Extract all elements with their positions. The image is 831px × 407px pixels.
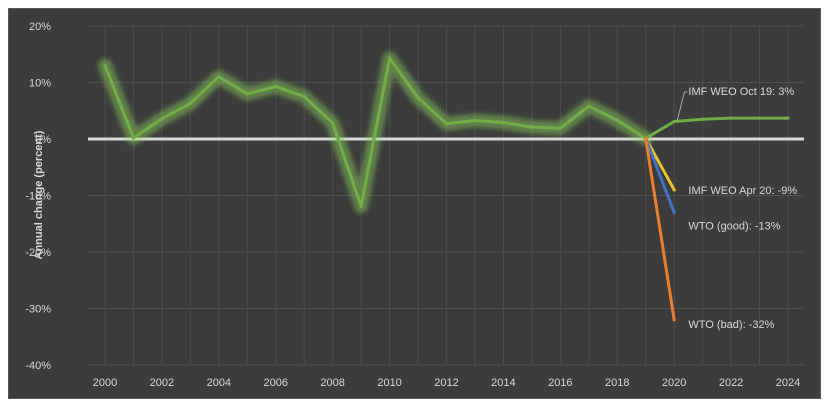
series-line [644, 116, 790, 140]
data-point [644, 136, 648, 141]
x-tick-label: 2016 [548, 377, 572, 389]
y-tick-label: -40% [25, 360, 51, 372]
x-tick-label: 2004 [207, 377, 231, 389]
x-tick-label: 2002 [150, 377, 174, 389]
data-point [672, 119, 676, 124]
data-point [672, 318, 676, 322]
data-point [359, 204, 363, 208]
data-point [729, 116, 733, 120]
x-tick-label: 2008 [320, 377, 344, 389]
series-line [644, 136, 676, 322]
x-tick-label: 2018 [605, 377, 629, 389]
annotation-connector [676, 91, 688, 122]
x-tick-label: 2000 [93, 377, 117, 389]
annotations: IMF WEO Oct 19: 3% IMF WEO Apr 20: -9% WTO… [676, 86, 797, 331]
data-point [188, 101, 192, 106]
data-point [786, 116, 790, 120]
data-point [615, 118, 619, 122]
x-tick-label: 2020 [662, 377, 686, 389]
gridlines [88, 25, 804, 366]
x-tick-label: 2024 [776, 377, 800, 389]
data-point [302, 95, 306, 99]
series-line [103, 56, 648, 208]
data-point [416, 96, 420, 100]
series-line [644, 136, 676, 214]
y-tick-label: 0% [35, 134, 51, 146]
data-point [530, 125, 534, 129]
data-point [274, 84, 278, 89]
annotation-wto-bad: WTO (bad): -32% [688, 319, 774, 331]
series-group [98, 51, 790, 322]
series-3 [644, 136, 676, 215]
y-axis-label: Annual change (percent) [33, 130, 45, 259]
series-0 [98, 51, 653, 214]
chart-frame: IMF WEO Oct 19: 3% IMF WEO Apr 20: -9% WTO… [8, 8, 821, 399]
data-point [131, 136, 136, 140]
y-tick-label: -10% [25, 191, 51, 203]
tick-labels: 20% 10% 0% -10% -20% -30% -40% 2000 2002 2004 2006… [25, 21, 800, 389]
x-tick-label: 2022 [719, 377, 743, 389]
y-tick-label: -20% [25, 247, 51, 259]
y-tick-label: -30% [25, 304, 51, 316]
data-point [103, 63, 107, 68]
series-4 [644, 136, 676, 322]
annotation-imf-apr20: IMF WEO Apr 20: -9% [688, 185, 797, 197]
annotation-wto-good: WTO (good): -13% [688, 220, 780, 232]
data-point [672, 188, 676, 192]
data-point [387, 56, 392, 60]
data-point [587, 104, 591, 108]
data-point [757, 116, 762, 120]
data-point [672, 210, 676, 215]
x-tick-label: 2014 [491, 377, 515, 389]
y-tick-label: 10% [29, 78, 51, 90]
data-point [245, 92, 249, 96]
data-point [444, 122, 449, 126]
data-point [331, 121, 335, 125]
x-tick-label: 2012 [434, 377, 458, 389]
data-point [558, 126, 562, 130]
data-point [217, 75, 221, 79]
chart: IMF WEO Oct 19: 3% IMF WEO Apr 20: -9% WTO… [25, 21, 804, 389]
data-point [701, 117, 705, 121]
data-point [501, 121, 506, 125]
data-point [473, 118, 477, 122]
annotation-imf-oct19: IMF WEO Oct 19: 3% [688, 86, 794, 98]
y-tick-label: 20% [29, 21, 51, 33]
x-tick-label: 2006 [264, 377, 288, 389]
series-1 [644, 116, 790, 141]
data-point [160, 117, 164, 121]
x-tick-label: 2010 [377, 377, 401, 389]
